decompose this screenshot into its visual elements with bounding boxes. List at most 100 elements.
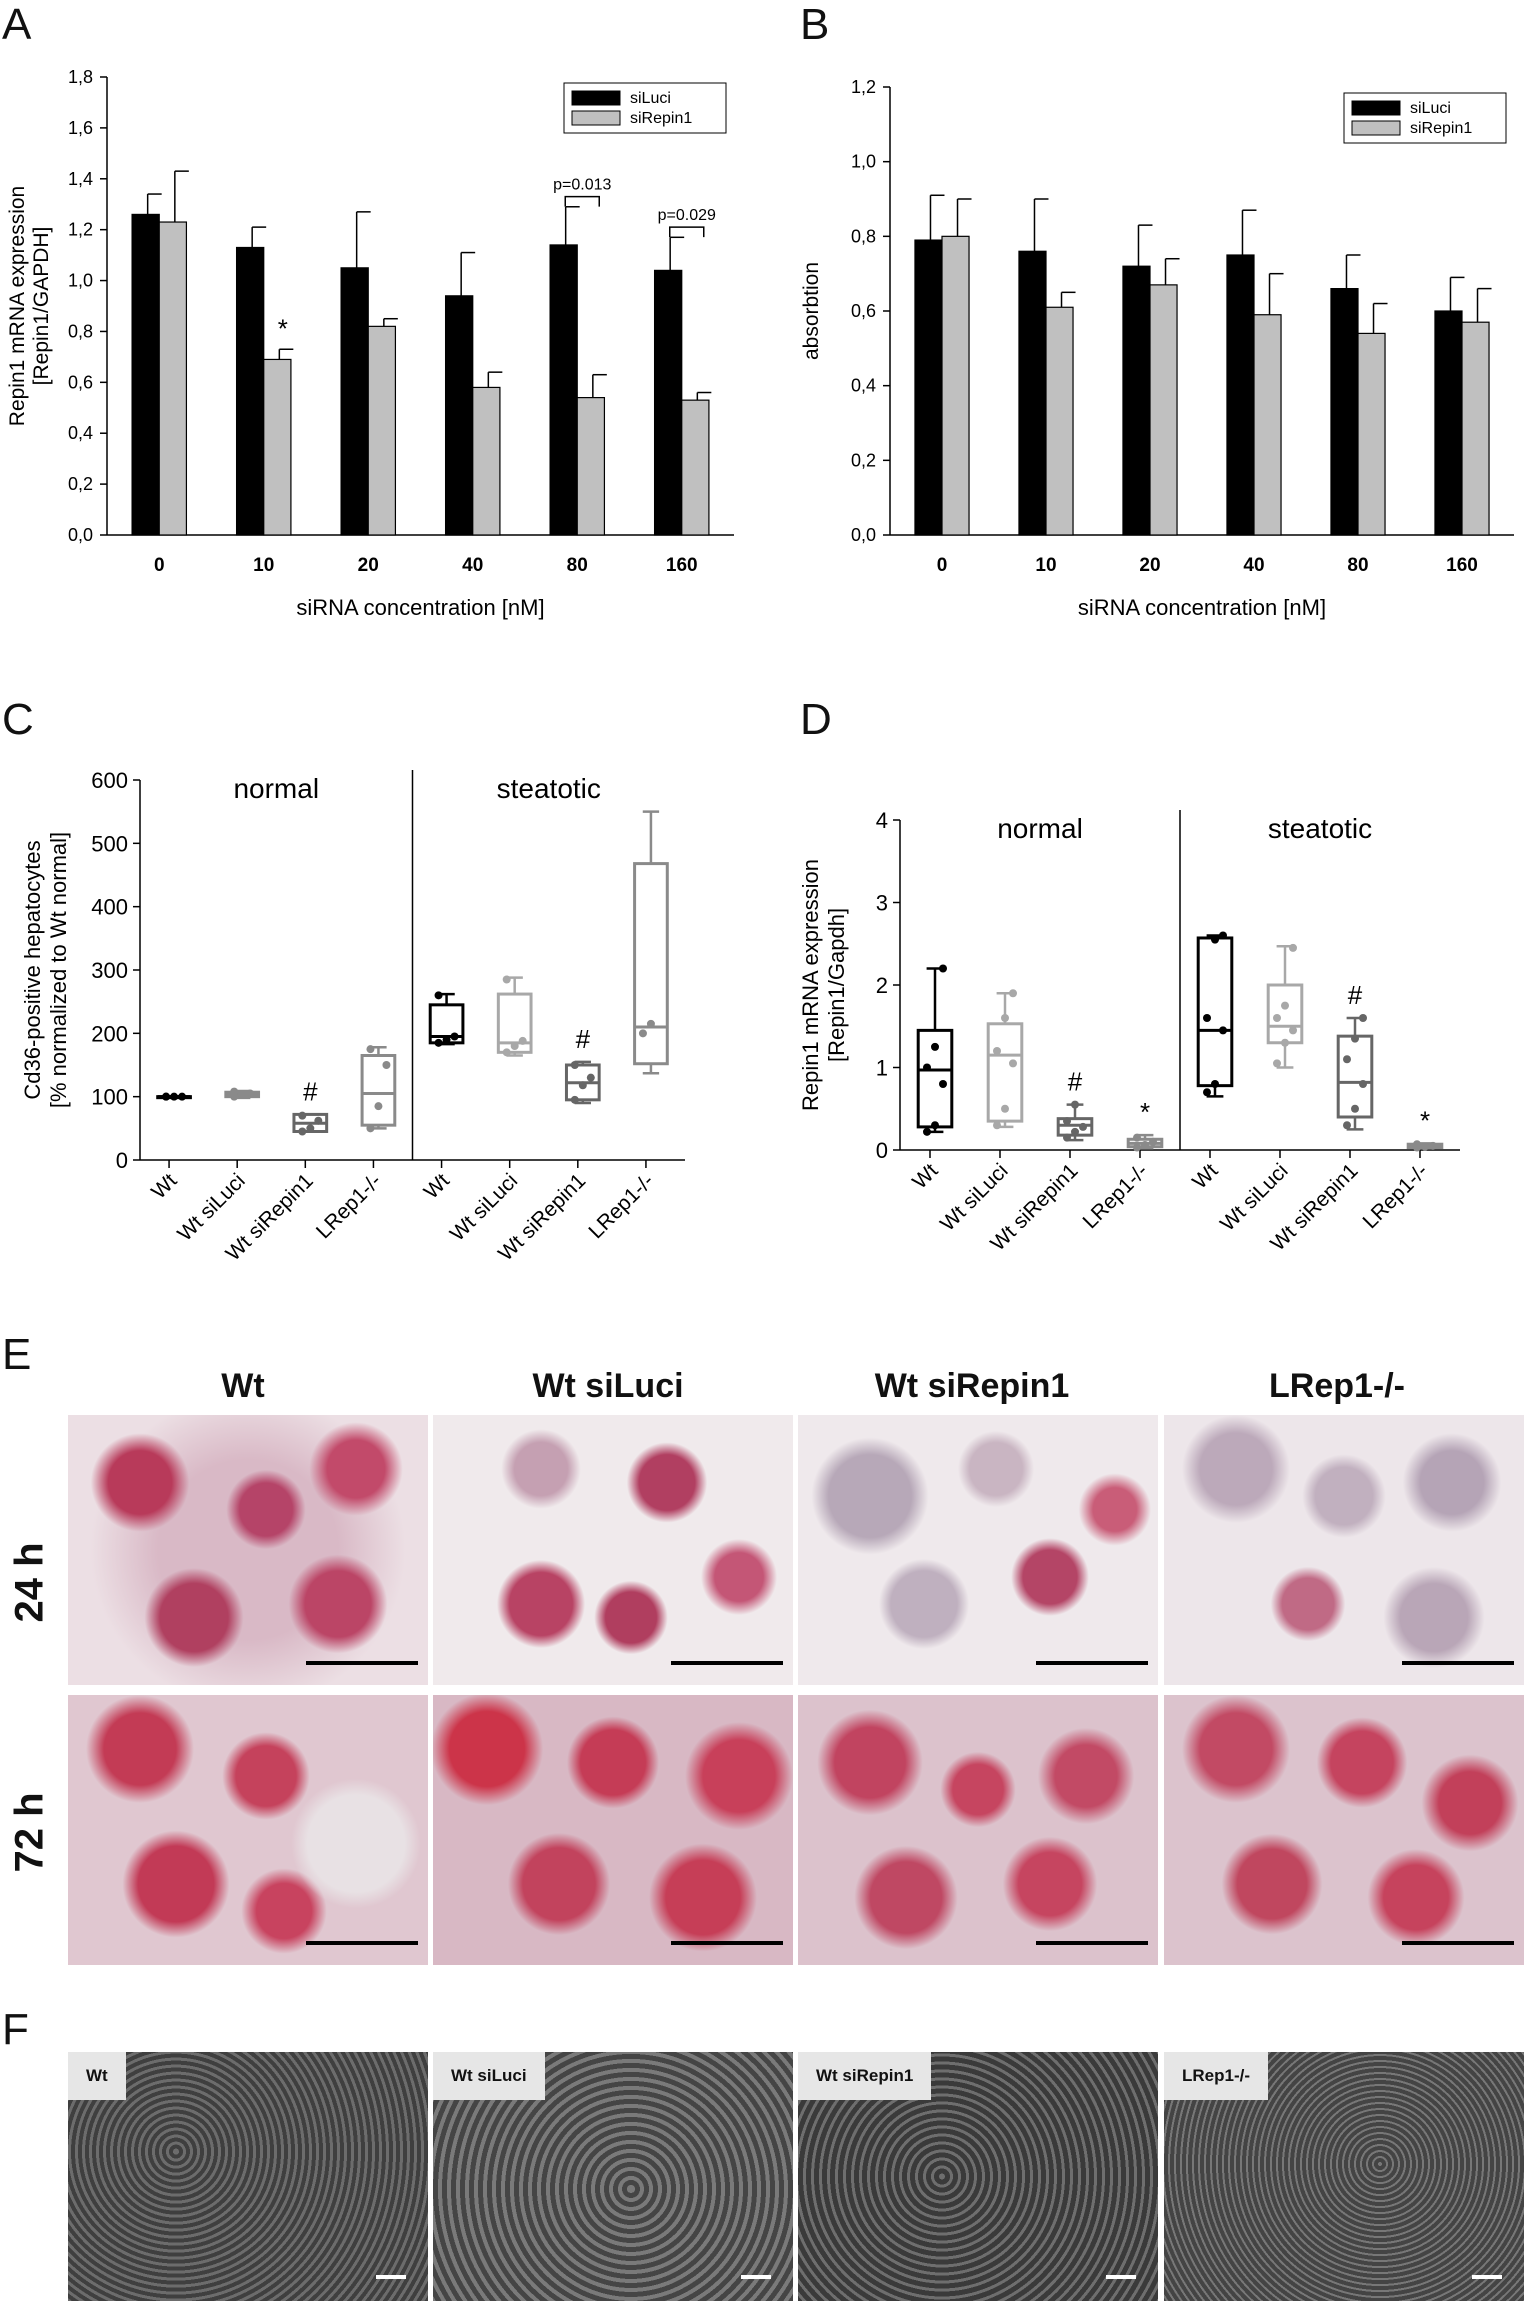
significance-star: * — [278, 313, 288, 343]
data-point — [1429, 1141, 1437, 1150]
data-point — [1281, 1001, 1289, 1010]
bar-siRepin1 — [472, 386, 501, 536]
data-point — [578, 1081, 587, 1090]
panel-letter-b: B — [800, 0, 830, 49]
bar-siRepin1 — [576, 397, 606, 536]
y-tick-label: 0 — [876, 1138, 888, 1163]
box — [1266, 983, 1304, 1045]
y-tick-label: 1,6 — [68, 118, 93, 138]
data-point — [1421, 1142, 1429, 1151]
data-point — [450, 1032, 459, 1041]
data-point — [1133, 1133, 1141, 1142]
data-point — [931, 1121, 939, 1130]
data-point — [434, 1038, 443, 1047]
data-point — [510, 1042, 519, 1050]
x-tick-label: 0 — [154, 555, 165, 576]
box — [633, 862, 669, 1066]
data-point — [230, 1087, 239, 1096]
panel-letter-e: E — [2, 1330, 32, 1379]
p-value-label: p=0.013 — [553, 177, 611, 194]
data-point — [586, 1073, 595, 1082]
data-point — [1063, 1133, 1071, 1142]
bar-siLuci — [1226, 254, 1255, 536]
chart-b-absorbtion: 0,0 0,2 0,4 0,6 0,8 1,0 1,2 0 10 20 40 80 160 siRNA c… — [800, 77, 1514, 620]
legend-label-siRepin1: siRepin1 — [630, 110, 692, 127]
y-tick-label: 0 — [116, 1148, 128, 1173]
e-col-label-wt-sirepin1: Wt siRepin1 — [874, 1367, 1070, 1405]
e-col-label-wt-siluci: Wt siLuci — [532, 1367, 684, 1405]
data-point — [170, 1092, 179, 1101]
bar-siRepin1 — [681, 399, 710, 536]
data-point — [1203, 1014, 1211, 1022]
data-point — [1273, 1059, 1281, 1068]
y-tick-label: 1,0 — [851, 152, 876, 172]
data-point — [1289, 1026, 1297, 1035]
bar-siLuci — [1122, 265, 1151, 536]
p-value-label: p=0.029 — [658, 207, 716, 224]
data-point — [1413, 1140, 1421, 1149]
y-tick-label: 0,0 — [68, 525, 93, 545]
bar-siRepin1 — [367, 325, 397, 536]
bar-siRepin1 — [1357, 332, 1386, 536]
y-axis-title: [Repin1/Gapdh] — [824, 908, 849, 1062]
x-tick-label: Wt — [1188, 1159, 1223, 1194]
bar-siRepin1 — [1149, 284, 1178, 536]
sem-label-wt-siluci: Wt siLuci — [433, 2052, 545, 2100]
legend-swatch-siRepin1 — [1351, 120, 1401, 136]
sem-label-wt: Wt — [68, 2052, 126, 2100]
y-tick-label: 0,6 — [851, 301, 876, 321]
y-tick-label: 4 — [876, 808, 888, 833]
data-point — [314, 1116, 323, 1125]
x-tick-label: Wt — [420, 1169, 455, 1204]
data-point — [366, 1124, 375, 1133]
micrograph-wt-sirepin1-72h — [798, 1695, 1158, 1965]
box — [1196, 936, 1234, 1088]
group-label: steatotic — [497, 773, 601, 804]
data-point — [518, 1036, 527, 1045]
micrograph-wt-siluci-72h — [433, 1695, 793, 1965]
data-point — [931, 1042, 939, 1051]
x-tick-label: 40 — [1243, 555, 1264, 576]
data-point — [1001, 1104, 1009, 1113]
y-tick-label: 600 — [91, 768, 128, 793]
data-point — [1211, 935, 1219, 944]
data-point — [434, 991, 443, 1000]
data-point — [646, 1019, 655, 1028]
data-point — [1219, 931, 1227, 940]
box — [360, 1054, 397, 1127]
x-tick-label: 20 — [1139, 555, 1160, 576]
x-tick-label: Wt — [147, 1169, 182, 1204]
bar-siRepin1 — [1045, 306, 1074, 536]
data-point — [923, 1127, 931, 1136]
legend-label-siLuci: siLuci — [630, 90, 671, 107]
legend-swatch-siLuci — [571, 90, 621, 106]
data-point — [238, 1090, 247, 1099]
y-tick-label: 200 — [91, 1021, 128, 1046]
significance-mark: * — [1140, 1097, 1150, 1127]
micrograph-wt-sirepin1-24h — [798, 1415, 1158, 1685]
micrograph-wt-72h — [68, 1695, 428, 1965]
bar-siRepin1 — [263, 358, 292, 536]
data-point — [246, 1089, 255, 1098]
group-label: steatotic — [1268, 813, 1372, 844]
group-label: normal — [997, 813, 1083, 844]
data-point — [366, 1045, 375, 1054]
data-point — [1149, 1137, 1157, 1146]
data-point — [1351, 1104, 1359, 1113]
x-tick-label: Wt — [908, 1159, 943, 1194]
data-point — [1063, 1117, 1071, 1126]
data-point — [1009, 989, 1017, 998]
data-point — [638, 1029, 647, 1038]
data-point — [1071, 1127, 1079, 1136]
box — [986, 1022, 1024, 1123]
y-tick-label: 400 — [91, 895, 128, 920]
bar-siLuci — [444, 295, 474, 536]
data-point — [939, 1080, 947, 1088]
y-axis-title: Repin1 mRNA expression — [798, 859, 823, 1111]
micrograph-wt-siluci-24h — [433, 1415, 793, 1685]
data-point — [570, 1061, 579, 1069]
data-point — [306, 1124, 315, 1133]
x-tick-label: LRep1-/- — [312, 1169, 386, 1243]
data-point — [1343, 1121, 1351, 1130]
